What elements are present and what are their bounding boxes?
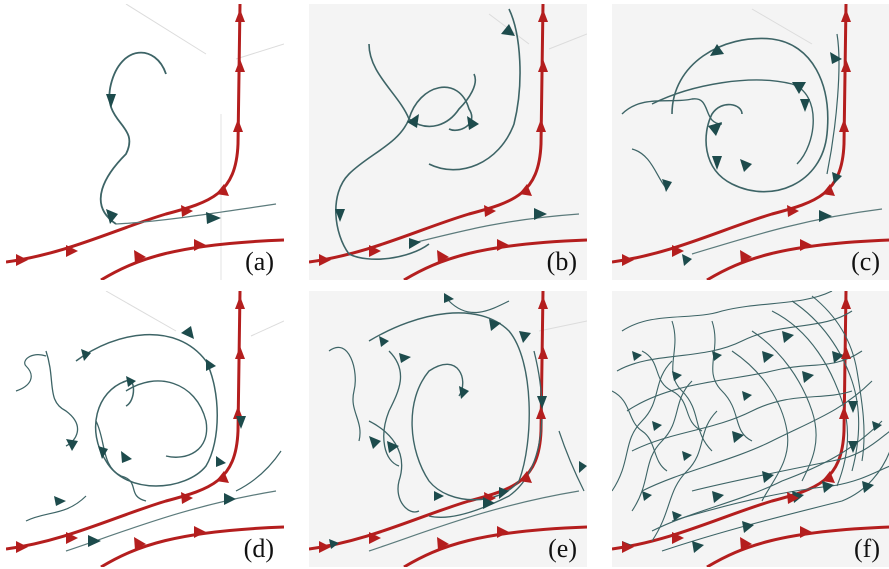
panel-label-a: (a) [245, 247, 274, 276]
panel-d-plot [6, 291, 284, 567]
panel-label-b: (b) [546, 247, 577, 276]
panel-e: (e) [309, 291, 587, 567]
panel-c: (c) [612, 4, 889, 280]
panel-label-f: (f) [854, 534, 880, 563]
panel-d: (d) [6, 291, 284, 567]
panel-b-plot [309, 4, 587, 280]
panel-label-e: (e) [548, 534, 577, 563]
panel-f-plot [612, 291, 889, 567]
panel-e-plot [309, 291, 587, 567]
panel-a: (a) [6, 4, 284, 280]
panel-b: (b) [309, 4, 587, 280]
panel-c-plot [612, 4, 889, 280]
panel-a-plot [6, 4, 284, 280]
panel-label-c: (c) [851, 247, 880, 276]
panel-f: (f) [612, 291, 889, 567]
panel-label-d: (d) [243, 534, 274, 563]
